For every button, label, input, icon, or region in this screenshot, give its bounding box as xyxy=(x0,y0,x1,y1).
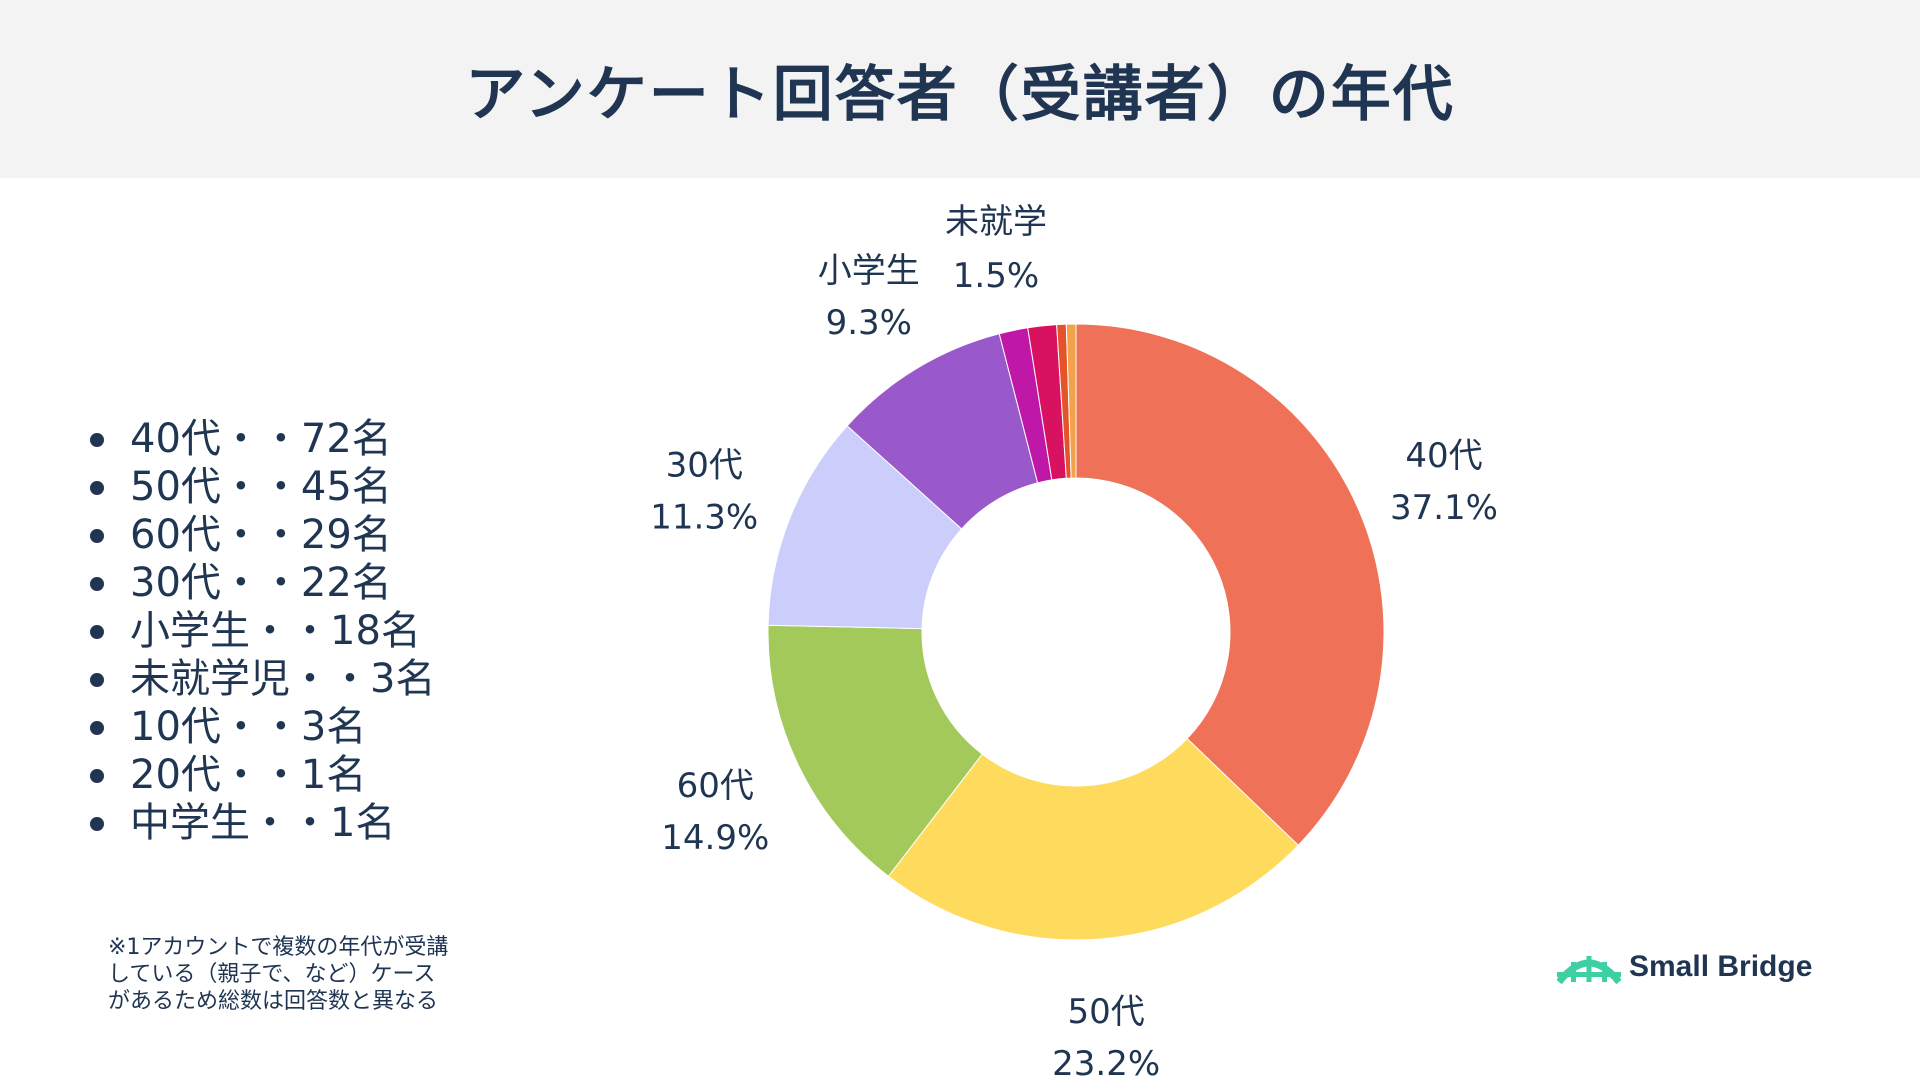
slice-label: 小学生 xyxy=(818,251,920,291)
legend-list: 40代・・72名 50代・・45名 60代・・29名 30代・・22名 小学生・… xyxy=(84,415,435,847)
slice-label: 30代 xyxy=(666,445,743,485)
list-item: 40代・・72名 xyxy=(84,415,435,463)
list-item: 中学生・・1名 xyxy=(84,799,435,847)
brand-name: Small Bridge xyxy=(1629,950,1813,983)
brand-logo: Small Bridge xyxy=(1557,950,1812,984)
slice-label: 60代 xyxy=(677,766,754,806)
list-item: 60代・・29名 xyxy=(84,511,435,559)
footnote-line: があるため総数は回答数と異なる xyxy=(108,989,439,1014)
footnote-line: ※1アカウントで複数の年代が受講 xyxy=(108,935,449,960)
list-item: 未就学児・・3名 xyxy=(84,655,435,703)
callout-label: 未就学 xyxy=(945,202,1047,242)
slice-percent: 14.9% xyxy=(661,818,769,858)
slice-percent: 37.1% xyxy=(1390,488,1498,528)
footnote-line: している（親子で、など）ケース xyxy=(108,962,436,987)
page-title: アンケート回答者（受講者）の年代 xyxy=(465,59,1455,130)
slice-percent: 23.2% xyxy=(1052,1044,1160,1080)
list-item: 小学生・・18名 xyxy=(84,607,435,655)
slice-50代 xyxy=(887,737,1299,941)
slice-percent: 11.3% xyxy=(650,497,758,537)
slice-60代 xyxy=(767,624,983,878)
slice-label: 40代 xyxy=(1405,436,1482,476)
footnote: ※1アカウントで複数の年代が受講 している（親子で、など）ケース があるため総数… xyxy=(108,934,448,1015)
list-item: 10代・・3名 xyxy=(84,703,435,751)
slice-percent: 9.3% xyxy=(826,303,912,343)
list-item: 20代・・1名 xyxy=(84,751,435,799)
list-item: 50代・・45名 xyxy=(84,463,435,511)
list-item: 30代・・22名 xyxy=(84,559,435,607)
callout-percent: 1.5% xyxy=(953,256,1039,296)
bridge-icon xyxy=(1557,956,1621,984)
header: アンケート回答者（受講者）の年代 xyxy=(0,0,1920,178)
slice-中学生 xyxy=(1065,323,1077,479)
slice-40代 xyxy=(1075,323,1385,846)
slice-label: 50代 xyxy=(1068,992,1145,1032)
